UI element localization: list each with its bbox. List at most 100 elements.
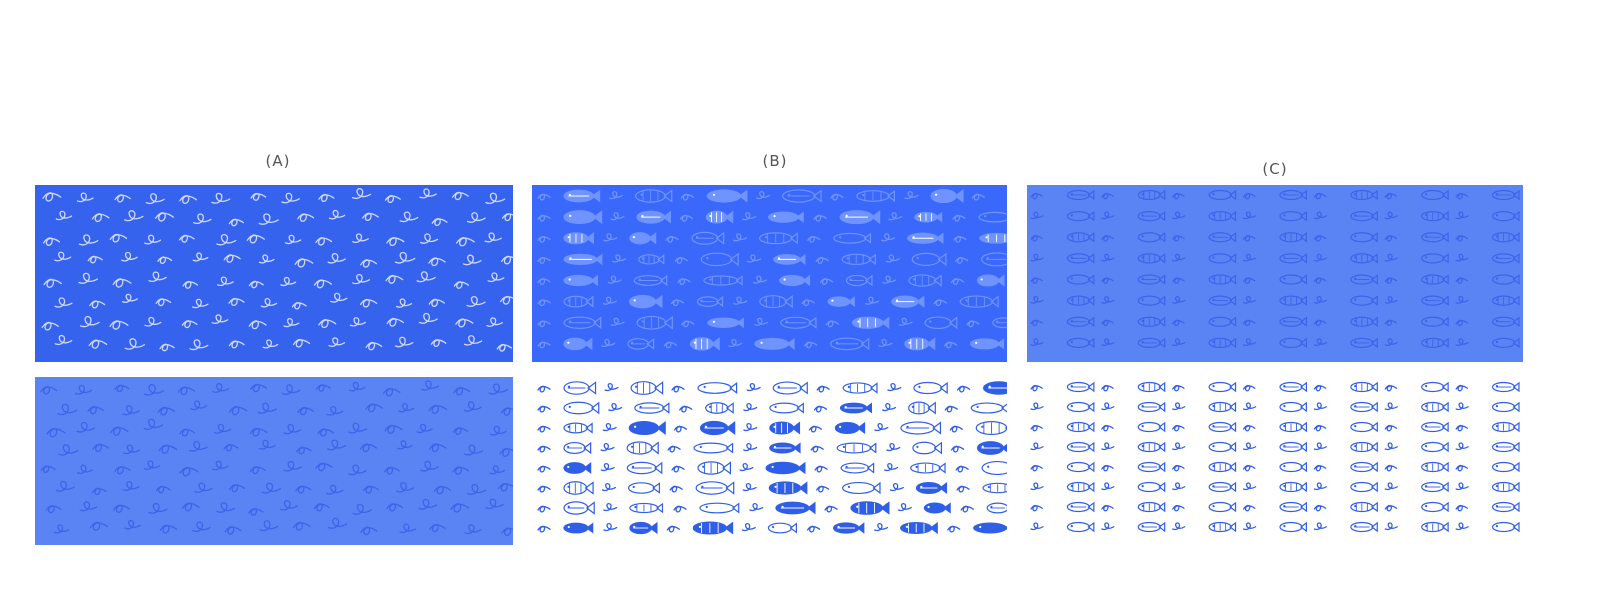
- squiggle-mark: [124, 210, 144, 222]
- squiggle-mark: [155, 485, 171, 494]
- squiggle-mark: [947, 525, 961, 533]
- fish-icon: [830, 337, 870, 351]
- fish-icon: [1350, 521, 1378, 533]
- squiggle-mark: [486, 317, 503, 327]
- fish-icon: [1350, 232, 1378, 243]
- squiggle-mark: [181, 320, 198, 329]
- fish-icon: [1491, 253, 1520, 264]
- fish-icon: [1137, 337, 1166, 349]
- fish-icon: [1208, 189, 1237, 201]
- squiggle-mark: [283, 423, 302, 435]
- squiggle-mark: [122, 481, 140, 491]
- fish-icon: [1208, 337, 1237, 349]
- fish-icon: [1421, 521, 1449, 533]
- squiggle-mark: [485, 498, 504, 510]
- squiggle-mark: [189, 440, 208, 452]
- fish-icon: [842, 481, 881, 495]
- squiggle-mark: [211, 460, 229, 471]
- squiggle-mark: [1030, 504, 1043, 512]
- squiggle-mark: [1455, 504, 1469, 512]
- fish-icon: [1137, 501, 1166, 513]
- fish-icon: [1279, 189, 1307, 201]
- squiggle-mark: [144, 316, 162, 327]
- squiggle-mark: [352, 273, 370, 285]
- squiggle-mark: [537, 341, 551, 349]
- fish-icon: [563, 522, 594, 534]
- squiggle-mark: [419, 188, 437, 199]
- squiggle-mark: [386, 503, 404, 512]
- fish-icon: [982, 482, 1007, 494]
- squiggle-mark: [418, 498, 438, 510]
- fish-icon: [979, 232, 1007, 244]
- squiggle-mark: [1242, 253, 1257, 262]
- fish-icon: [563, 381, 597, 395]
- fish-icon: [1491, 481, 1520, 493]
- squiggle-mark: [1172, 192, 1185, 200]
- label-c: (C): [1262, 160, 1288, 178]
- squiggle-mark: [362, 212, 379, 221]
- squiggle-mark: [600, 442, 615, 452]
- squiggle-mark: [1101, 504, 1114, 512]
- fish-icon: [976, 274, 1005, 287]
- fish-icon: [1208, 501, 1237, 513]
- squiggle-mark: [749, 502, 764, 512]
- fish-icon: [840, 462, 875, 474]
- squiggle-mark: [889, 482, 904, 492]
- fish-icon: [1066, 316, 1095, 327]
- squiggle-mark: [348, 422, 368, 434]
- squiggle-mark: [54, 334, 73, 346]
- fish-icon: [633, 274, 668, 287]
- fish-icon: [693, 442, 734, 454]
- fish-icon: [982, 381, 1007, 395]
- squiggle-mark: [1455, 253, 1469, 262]
- squiggle-mark: [608, 402, 623, 412]
- squiggle-mark: [112, 278, 132, 288]
- fish-icon: [638, 254, 665, 265]
- fish-icon: [1137, 401, 1166, 413]
- squiggle-mark: [607, 275, 622, 284]
- squiggle-mark: [1172, 504, 1185, 512]
- squiggle-mark: [1172, 277, 1185, 284]
- fish-icon: [563, 274, 598, 287]
- fish-icon: [839, 402, 873, 414]
- squiggle-mark: [394, 251, 416, 264]
- fish-icon: [626, 461, 663, 475]
- squiggle-mark: [281, 192, 300, 204]
- fish-icon: [634, 402, 670, 414]
- squiggle-mark: [228, 484, 246, 493]
- panel-b-bottom: [532, 377, 1007, 545]
- squiggle-mark: [216, 502, 236, 513]
- squiggle-mark: [487, 272, 505, 283]
- fish-icon: [759, 295, 793, 309]
- squiggle-mark: [489, 425, 507, 436]
- squiggle-mark: [1172, 522, 1186, 531]
- squiggle-mark: [1384, 192, 1398, 200]
- squiggle-mark: [228, 340, 245, 349]
- squiggle-mark: [248, 320, 267, 330]
- squiggle-mark: [1313, 295, 1328, 304]
- fish-icon: [1491, 337, 1520, 349]
- squiggle-mark: [1313, 482, 1328, 491]
- squiggle-mark: [1384, 235, 1398, 242]
- squiggle-mark: [933, 299, 947, 307]
- squiggle-mark: [1172, 384, 1185, 392]
- squiggle-mark: [1030, 384, 1043, 392]
- fish-icon: [772, 381, 808, 395]
- fish-icon: [1279, 274, 1307, 285]
- fish-icon: [1279, 253, 1307, 264]
- squiggle-mark: [1313, 504, 1327, 512]
- squiggle-mark: [74, 384, 93, 395]
- fish-icon: [914, 211, 943, 223]
- fish-icon: [1421, 421, 1449, 433]
- squiggle-mark: [223, 254, 241, 263]
- fish-icon: [1279, 421, 1307, 433]
- squiggle-mark: [960, 505, 974, 513]
- squiggle-mark: [386, 317, 405, 327]
- fish-icon: [1279, 461, 1307, 473]
- squiggle-mark: [192, 252, 209, 262]
- squiggle-mark: [452, 466, 470, 475]
- squiggle-mark: [1455, 424, 1469, 432]
- squiggle-mark: [420, 233, 439, 244]
- fish-icon: [563, 462, 592, 474]
- fish-icon: [1137, 274, 1166, 285]
